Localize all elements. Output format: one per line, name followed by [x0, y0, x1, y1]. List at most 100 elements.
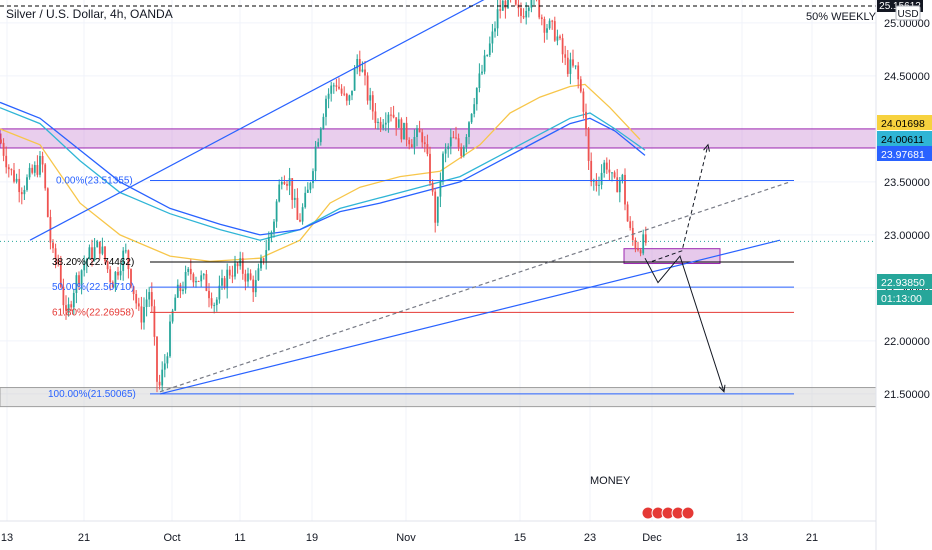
candle-body — [598, 184, 600, 186]
candle-body — [221, 278, 223, 286]
candle-body — [189, 268, 192, 275]
trendline-mid-trend — [159, 181, 791, 393]
candle-body — [572, 59, 574, 66]
candle-body — [530, 0, 533, 8]
candle-body — [629, 221, 632, 228]
candle-body — [75, 275, 78, 293]
candle-body — [582, 91, 585, 112]
fibonacci-retracement[interactable]: 0.00%(23.51355) 38.20%(22.74462) 50.00%(22… — [48, 175, 794, 400]
candle-body — [15, 178, 18, 182]
candle-body — [231, 275, 234, 277]
candle-body — [46, 188, 49, 217]
candle-body — [408, 139, 411, 145]
candle-body — [566, 57, 569, 74]
candle-body — [587, 128, 590, 161]
candle-body — [135, 294, 138, 304]
candle-body — [486, 55, 489, 57]
candle-body — [371, 95, 374, 112]
candle-body — [247, 273, 249, 282]
price-badge-text: 24.00611 — [881, 134, 924, 146]
candle-body — [356, 58, 359, 69]
candle-body — [78, 275, 80, 284]
candle-body — [634, 240, 637, 249]
economic-events-icon[interactable] — [641, 506, 695, 520]
time-axis[interactable]: 13 21 Oct 11 19 Nov 15 23 Dec 13 21 — [1, 532, 818, 544]
candle-body — [592, 180, 595, 182]
ma-line — [0, 83, 641, 263]
candle-body — [85, 259, 88, 265]
candle-body — [309, 183, 312, 190]
candle-body — [569, 59, 572, 74]
candle-body — [228, 269, 231, 276]
candle-body — [132, 286, 135, 295]
candle-body — [574, 65, 577, 67]
candle-body — [28, 167, 31, 178]
candle-body — [215, 299, 218, 306]
symbol-title: Silver / U.S. Dollar, 4h, OANDA — [6, 7, 173, 21]
candle-body — [611, 172, 613, 174]
candle-body — [618, 180, 621, 193]
candle-body — [590, 160, 593, 182]
candle-body — [265, 250, 268, 261]
candle-body — [65, 305, 67, 311]
candle-body — [332, 85, 335, 87]
price-badge — [877, 146, 932, 161]
candle-body — [426, 144, 429, 154]
candle-body — [507, 0, 509, 9]
candle-body — [501, 0, 504, 11]
candle-body — [600, 172, 603, 185]
candle-body — [184, 271, 187, 290]
candle-body — [397, 119, 400, 128]
candle-body — [616, 177, 619, 193]
candle-body — [449, 137, 452, 147]
candle-body — [595, 180, 598, 186]
projection-bullish-path — [651, 144, 709, 262]
time-tick-label: 21 — [806, 532, 818, 544]
candle-body — [418, 128, 421, 133]
price-badge-text: 01:13:00 — [881, 293, 922, 305]
candle-body — [460, 147, 463, 156]
candle-body — [322, 116, 325, 129]
candle-body — [403, 122, 405, 140]
candle-body — [39, 156, 41, 175]
fib-level-label: 50.00%(22.50710) — [52, 282, 134, 293]
price-badge — [877, 290, 932, 305]
candle-body — [280, 182, 283, 185]
candle-body — [553, 21, 556, 41]
candle-body — [98, 241, 101, 254]
candle-body — [7, 167, 10, 170]
candle-body — [260, 258, 262, 269]
candle-body — [390, 114, 392, 116]
candle-body — [488, 43, 491, 56]
candle-body — [559, 36, 561, 39]
candle-body — [213, 305, 216, 307]
candle-body — [36, 165, 39, 175]
candle-body — [91, 247, 93, 260]
candle-body — [288, 178, 291, 186]
candle-body — [200, 275, 203, 282]
candle-body — [470, 113, 473, 123]
time-tick-label: 13 — [1, 532, 13, 544]
candle-body — [613, 172, 616, 178]
currency-badge[interactable] — [895, 5, 921, 21]
projection-arrowhead — [703, 143, 710, 152]
projection-arrowhead — [718, 384, 726, 393]
candle-body — [236, 263, 239, 267]
candle-body — [392, 114, 395, 118]
target-label: MONEY — [590, 475, 631, 487]
price-badge — [877, 274, 932, 289]
candle-body — [96, 241, 99, 248]
candle-body — [447, 146, 450, 150]
candle-body — [369, 95, 372, 101]
candle-body — [585, 111, 587, 129]
candle-body — [13, 170, 15, 182]
trendlines[interactable] — [29, 0, 791, 395]
candle-body — [163, 363, 166, 370]
candle-body — [148, 292, 151, 300]
candle-body — [169, 321, 171, 357]
fib-level-label: 61.80%(22.26958) — [52, 307, 134, 318]
candle-body — [143, 307, 145, 323]
candle-body — [538, 0, 541, 18]
candle-body — [293, 197, 296, 200]
